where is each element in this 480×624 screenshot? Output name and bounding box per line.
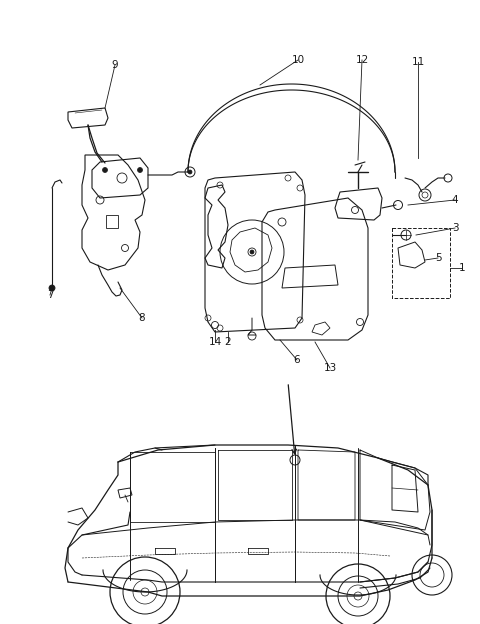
- Text: 2: 2: [225, 337, 231, 347]
- Text: 10: 10: [291, 55, 305, 65]
- Circle shape: [188, 170, 192, 174]
- Circle shape: [354, 592, 362, 600]
- Text: 1: 1: [459, 263, 465, 273]
- Circle shape: [137, 167, 143, 172]
- Text: 6: 6: [294, 355, 300, 365]
- Text: 9: 9: [112, 60, 118, 70]
- Text: 3: 3: [452, 223, 458, 233]
- Text: 14: 14: [208, 337, 222, 347]
- Circle shape: [49, 285, 55, 291]
- Text: 7: 7: [47, 290, 53, 300]
- Text: 12: 12: [355, 55, 369, 65]
- Text: 11: 11: [411, 57, 425, 67]
- Circle shape: [103, 167, 108, 172]
- Circle shape: [250, 250, 254, 254]
- Circle shape: [248, 248, 256, 256]
- Text: 13: 13: [324, 363, 336, 373]
- Text: 5: 5: [435, 253, 441, 263]
- Text: 4: 4: [452, 195, 458, 205]
- Circle shape: [141, 588, 149, 596]
- Text: 8: 8: [139, 313, 145, 323]
